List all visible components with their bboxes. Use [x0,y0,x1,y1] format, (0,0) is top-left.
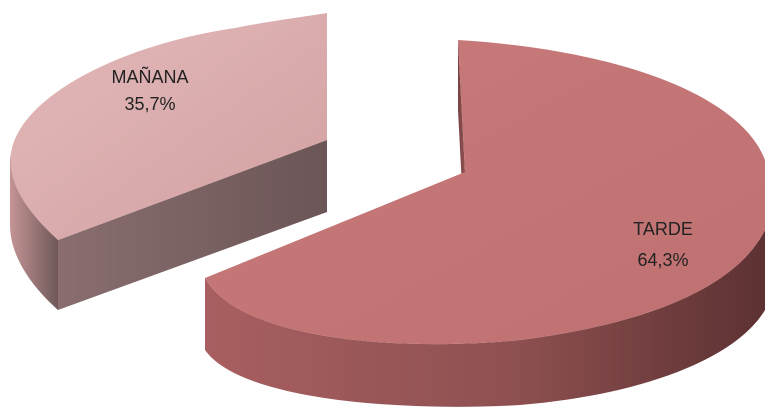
slice-manana-label: MAÑANA [111,66,188,87]
slice-manana-side [10,150,58,310]
slice-tarde-value: 64,3% [637,250,688,270]
slice-manana-value: 35,7% [124,94,175,114]
slice-tarde-side [205,230,765,407]
slice-tarde-label: TARDE [633,219,693,239]
slice-tarde-top [205,40,765,345]
slice-manana-top [10,13,327,240]
slice-manana-cut-face [58,140,327,310]
slice-tarde: TARDE 64,3% [205,40,765,407]
slice-manana: MAÑANA 35,7% [10,13,327,310]
